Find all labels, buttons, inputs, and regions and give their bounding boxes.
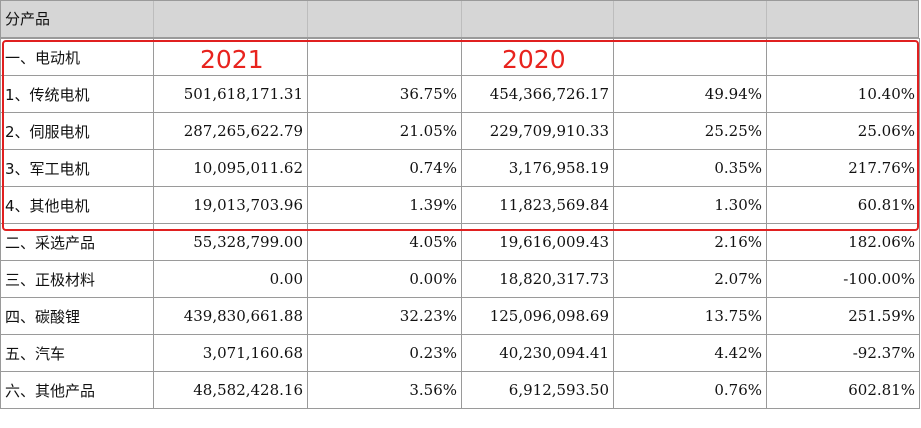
share-2021-cell: 36.75% xyxy=(307,75,462,113)
year-label-2021: 2021 xyxy=(200,45,264,74)
yoy-change-cell: -92.37% xyxy=(766,334,920,372)
table-body: 一、电动机 1、传统电机 501,618,171.31 36.75% 454,366,7… xyxy=(0,38,920,409)
share-2021-cell: 0.23% xyxy=(307,334,462,372)
yoy-change-cell: 60.81% xyxy=(766,186,920,224)
amount-2021-cell: 3,071,160.68 xyxy=(153,334,308,372)
product-name-cell: 五、汽车 xyxy=(0,334,154,372)
product-name-cell: 六、其他产品 xyxy=(0,371,154,409)
amount-2021-cell: 48,582,428.16 xyxy=(153,371,308,409)
yoy-change-cell: 25.06% xyxy=(766,112,920,150)
share-2020-cell: 4.42% xyxy=(613,334,767,372)
table-row: 三、正极材料 0.00 0.00% 18,820,317.73 2.07% -100.00… xyxy=(0,260,920,298)
yoy-change-cell: 182.06% xyxy=(766,223,920,261)
amount-2020-cell: 454,366,726.17 xyxy=(461,75,614,113)
amount-2021-cell: 287,265,622.79 xyxy=(153,112,308,150)
table-row: 五、汽车 3,071,160.68 0.23% 40,230,094.41 4.42% -… xyxy=(0,334,920,372)
share-2021-cell xyxy=(307,38,462,76)
share-2021-cell: 0.00% xyxy=(307,260,462,298)
amount-2020-cell: 11,823,569.84 xyxy=(461,186,614,224)
year-label-2020: 2020 xyxy=(502,45,566,74)
share-2020-cell: 25.25% xyxy=(613,112,767,150)
header-divider xyxy=(766,1,767,37)
share-2020-cell xyxy=(613,38,767,76)
yoy-change-cell: 10.40% xyxy=(766,75,920,113)
product-name-cell: 二、采选产品 xyxy=(0,223,154,261)
amount-2021-cell: 439,830,661.88 xyxy=(153,297,308,335)
amount-2021-cell: 501,618,171.31 xyxy=(153,75,308,113)
table-row: 3、军工电机 10,095,011.62 0.74% 3,176,958.19 0.35… xyxy=(0,149,920,187)
share-2021-cell: 32.23% xyxy=(307,297,462,335)
product-name-cell: 三、正极材料 xyxy=(0,260,154,298)
table-row: 四、碳酸锂 439,830,661.88 32.23% 125,096,098.69 1… xyxy=(0,297,920,335)
section-title: 分产品 xyxy=(5,10,51,28)
share-2020-cell: 0.35% xyxy=(613,149,767,187)
share-2021-cell: 1.39% xyxy=(307,186,462,224)
amount-2020-cell: 19,616,009.43 xyxy=(461,223,614,261)
share-2021-cell: 21.05% xyxy=(307,112,462,150)
share-2020-cell: 49.94% xyxy=(613,75,767,113)
share-2020-cell: 13.75% xyxy=(613,297,767,335)
yoy-change-cell: 217.76% xyxy=(766,149,920,187)
share-2020-cell: 0.76% xyxy=(613,371,767,409)
amount-2020-cell: 3,176,958.19 xyxy=(461,149,614,187)
amount-2021-cell: 10,095,011.62 xyxy=(153,149,308,187)
share-2021-cell: 0.74% xyxy=(307,149,462,187)
table-row: 六、其他产品 48,582,428.16 3.56% 6,912,593.50 0.76… xyxy=(0,371,920,409)
yoy-change-cell: 251.59% xyxy=(766,297,920,335)
share-2020-cell: 2.16% xyxy=(613,223,767,261)
table-row: 2、伺服电机 287,265,622.79 21.05% 229,709,910.33… xyxy=(0,112,920,150)
yoy-change-cell xyxy=(766,38,920,76)
header-divider xyxy=(613,1,614,37)
share-2021-cell: 3.56% xyxy=(307,371,462,409)
amount-2020-cell: 40,230,094.41 xyxy=(461,334,614,372)
share-2021-cell: 4.05% xyxy=(307,223,462,261)
yoy-change-cell: 602.81% xyxy=(766,371,920,409)
product-name-cell: 四、碳酸锂 xyxy=(0,297,154,335)
product-name-cell: 一、电动机 xyxy=(0,38,154,76)
share-2020-cell: 2.07% xyxy=(613,260,767,298)
amount-2020-cell: 125,096,098.69 xyxy=(461,297,614,335)
amount-2021-cell: 19,013,703.96 xyxy=(153,186,308,224)
table-row: 一、电动机 xyxy=(0,38,920,76)
amount-2020-cell: 6,912,593.50 xyxy=(461,371,614,409)
amount-2021-cell: 0.00 xyxy=(153,260,308,298)
product-name-cell: 3、军工电机 xyxy=(0,149,154,187)
yoy-change-cell: -100.00% xyxy=(766,260,920,298)
amount-2020-cell: 229,709,910.33 xyxy=(461,112,614,150)
product-name-cell: 4、其他电机 xyxy=(0,186,154,224)
amount-2020-cell: 18,820,317.73 xyxy=(461,260,614,298)
table-row: 1、传统电机 501,618,171.31 36.75% 454,366,726.17… xyxy=(0,75,920,113)
header-divider xyxy=(153,1,154,37)
section-header-row: 分产品 xyxy=(0,0,919,38)
product-name-cell: 1、传统电机 xyxy=(0,75,154,113)
table-row: 4、其他电机 19,013,703.96 1.39% 11,823,569.84 1.3… xyxy=(0,186,920,224)
amount-2021-cell: 55,328,799.00 xyxy=(153,223,308,261)
header-divider xyxy=(307,1,308,37)
table-row: 二、采选产品 55,328,799.00 4.05% 19,616,009.43 2.1… xyxy=(0,223,920,261)
header-divider xyxy=(461,1,462,37)
product-name-cell: 2、伺服电机 xyxy=(0,112,154,150)
product-revenue-table: 一、电动机 1、传统电机 501,618,171.31 36.75% 454,366,7… xyxy=(0,38,920,409)
share-2020-cell: 1.30% xyxy=(613,186,767,224)
